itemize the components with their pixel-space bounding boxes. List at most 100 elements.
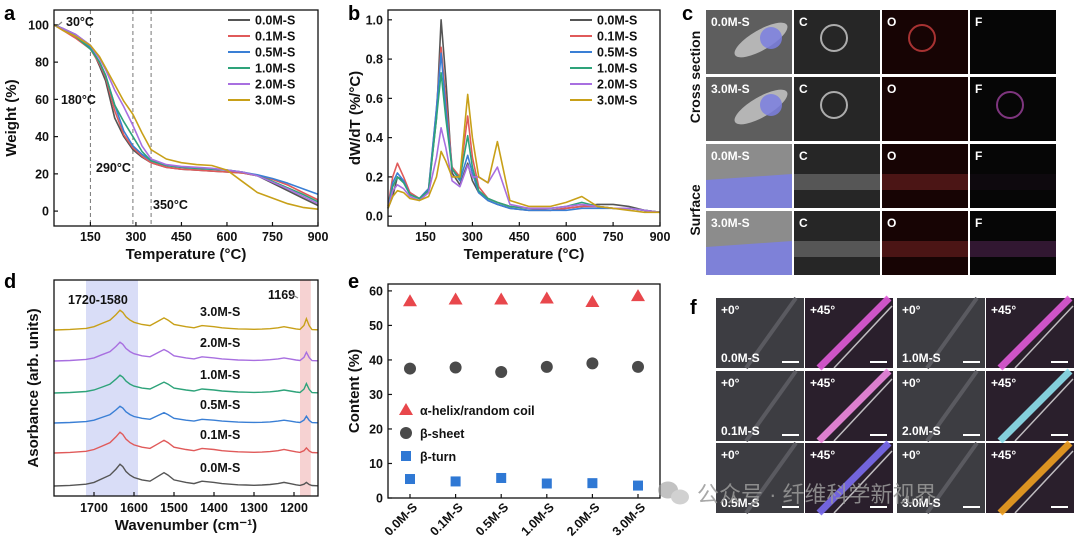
fiber-birefringence xyxy=(997,368,1073,444)
plot-frame xyxy=(387,283,661,499)
element-map-tile xyxy=(882,77,968,141)
legend-marker xyxy=(399,403,413,415)
fiber-birefringence xyxy=(816,440,892,516)
element-map-tile xyxy=(794,211,880,275)
panel-label-c: c xyxy=(682,3,693,25)
series-line-3.0M-S xyxy=(53,24,319,210)
plot-frame xyxy=(53,279,319,497)
region-label-1169: 1169 xyxy=(268,288,295,302)
x-tick-label: 0.0M-S xyxy=(382,500,420,538)
element-label: F xyxy=(975,82,982,96)
y-tick-label: 0.2 xyxy=(366,170,383,184)
x-tick-label: 1500 xyxy=(160,501,188,515)
legend-label: 3.0M-S xyxy=(597,94,637,108)
angle-label: +45° xyxy=(810,303,835,317)
y-tick-label: 100 xyxy=(28,18,49,32)
wechat-icon xyxy=(658,481,689,505)
sample-label: 3.0M-S xyxy=(902,496,941,510)
x-tick-label: 1300 xyxy=(240,501,268,515)
fiber-dim xyxy=(925,441,979,515)
sample-label: 2.0M-S xyxy=(902,424,941,438)
point-β-turn xyxy=(633,480,643,491)
y-tick-label: 0 xyxy=(376,492,383,506)
plot-frame xyxy=(387,9,661,227)
wechat-watermark: 公众号 · 纤维科学新视界 xyxy=(658,481,937,507)
y-tick-label: 20 xyxy=(369,422,383,436)
spectrum-label: 2.0M-S xyxy=(200,336,240,350)
point-α-helix/random coil xyxy=(585,294,600,307)
sample-label: 0.0M-S xyxy=(711,15,750,29)
angle-label: +45° xyxy=(991,376,1016,390)
legend-marker xyxy=(401,451,411,461)
element-label: O xyxy=(887,149,896,163)
legend-label: 2.0M-S xyxy=(597,78,637,92)
polarized-microscopy-panel: +0° +45° 0.0M-S +0° +45° 1.0M-S +0° +45° 0.1M-S +… xyxy=(716,295,1074,516)
point-α-helix/random coil xyxy=(403,294,417,307)
point-β-turn xyxy=(496,472,507,483)
y-tick-label: 40 xyxy=(35,130,49,144)
annotation-180c: 180°C xyxy=(61,93,96,107)
spectrum-3.0M-S xyxy=(53,309,319,331)
point-β-sheet xyxy=(449,361,462,374)
legend-label: β-turn xyxy=(420,450,456,464)
y-tick-label: 60 xyxy=(369,284,383,298)
y-axis-label: Content (%) xyxy=(346,349,363,433)
point-β-sheet xyxy=(540,360,553,373)
angle-label: +45° xyxy=(810,376,835,390)
element-map-tile xyxy=(970,77,1056,141)
x-tick-label: 750 xyxy=(603,230,624,244)
element-label: O xyxy=(887,82,896,96)
legend-label: 2.0M-S xyxy=(255,78,295,92)
x-axis-label: Temperature (°C) xyxy=(126,246,247,263)
element-signal xyxy=(882,241,968,257)
secondary-structure-chart: 0 10 20 30 40 50 60 0.0M-S 0.1M-S 0.5M-S 1.0M-S 2.0… xyxy=(346,283,661,539)
point-α-helix/random coil xyxy=(631,289,645,302)
point-β-sheet xyxy=(404,362,416,375)
point-α-helix/random coil xyxy=(539,291,554,304)
angle-label: +0° xyxy=(721,376,740,390)
shaded-region xyxy=(86,280,138,496)
shaded-region xyxy=(300,280,311,496)
panel-label-e: e xyxy=(348,271,359,293)
angle-label: +45° xyxy=(810,448,835,462)
angle-label: +45° xyxy=(991,303,1016,317)
point-β-sheet xyxy=(495,366,508,379)
sample-label: 0.0M-S xyxy=(711,149,750,163)
legend-label: 1.0M-S xyxy=(255,62,295,76)
x-tick-label: 300 xyxy=(126,230,147,244)
spectrum-label: 1.0M-S xyxy=(200,368,240,382)
legend-label: β-sheet xyxy=(420,427,465,441)
spectrum-0.1M-S xyxy=(53,431,319,454)
sample-label: 3.0M-S xyxy=(711,82,750,96)
element-signal xyxy=(908,24,936,52)
fiber-dim xyxy=(744,441,798,515)
y-tick-label: 0.0 xyxy=(366,210,383,224)
element-label: F xyxy=(975,15,982,29)
element-map-tile xyxy=(794,77,880,141)
x-tick-label: 750 xyxy=(262,230,283,244)
y-axis-label: dW/dT (%/°C) xyxy=(347,71,364,165)
angle-label: +0° xyxy=(902,376,921,390)
element-map-tile xyxy=(882,144,968,208)
spectrum-label: 0.0M-S xyxy=(200,461,240,475)
cross-section-highlight xyxy=(760,27,782,49)
spectrum-label: 0.1M-S xyxy=(200,428,240,442)
element-signal xyxy=(820,91,848,119)
region-label-amide: 1720-1580 xyxy=(68,293,128,307)
element-signal xyxy=(794,241,880,257)
panel-label-a: a xyxy=(4,3,16,25)
point-α-helix/random coil xyxy=(494,292,509,305)
fiber-birefringence xyxy=(997,440,1073,516)
x-tick-label: 0.1M-S xyxy=(427,500,465,538)
fiber-highlight xyxy=(833,305,893,369)
y-tick-label: 0.6 xyxy=(366,92,383,106)
y-tick-label: 1.0 xyxy=(366,13,383,27)
legend-label: 0.1M-S xyxy=(255,30,295,44)
series-line-2.0M-S xyxy=(387,127,661,214)
y-tick-label: 10 xyxy=(369,457,383,471)
legend-label: 1.0M-S xyxy=(597,62,637,76)
element-signal xyxy=(970,174,1056,190)
annotation-290c: 290°C xyxy=(96,161,131,175)
annotation-arrow xyxy=(290,293,299,299)
